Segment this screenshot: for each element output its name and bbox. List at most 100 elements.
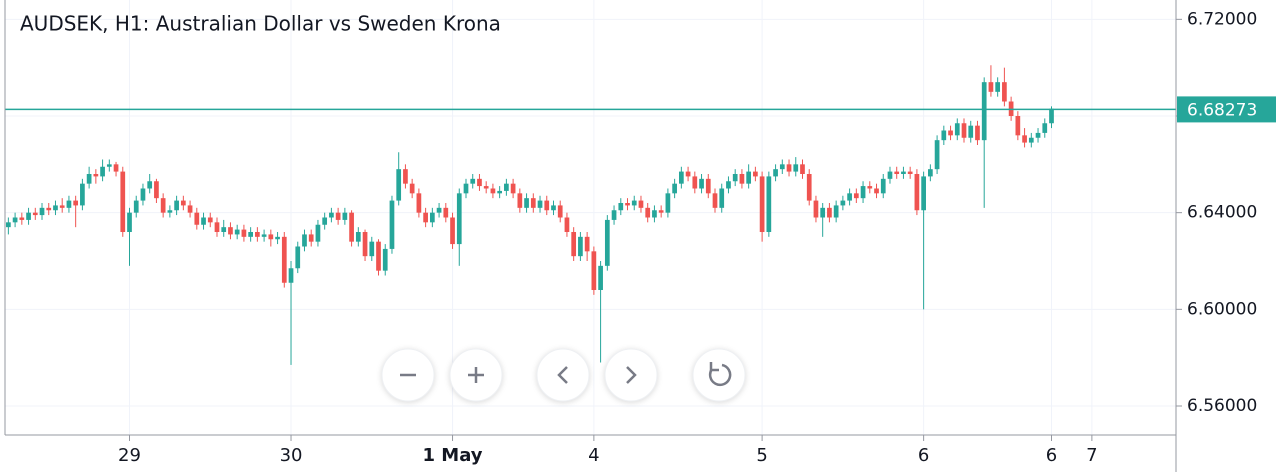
candle-body xyxy=(443,207,449,218)
candle-body xyxy=(504,183,509,191)
candle-body xyxy=(133,200,139,213)
scroll-right-button[interactable] xyxy=(604,348,658,402)
candle-body xyxy=(645,207,651,218)
candle-body xyxy=(1002,82,1007,102)
candle-body xyxy=(726,181,731,189)
candle-body xyxy=(806,174,812,201)
candle-body xyxy=(584,236,590,252)
candle-body xyxy=(699,178,704,189)
candle-body xyxy=(46,207,52,211)
candle-body xyxy=(981,82,987,141)
candle-body xyxy=(813,200,819,218)
x-tick-label: 5 xyxy=(756,445,767,466)
candle-body xyxy=(1035,132,1041,138)
candle-body xyxy=(490,188,496,194)
candle-body xyxy=(255,232,260,237)
candle-body xyxy=(759,176,765,232)
candle-body xyxy=(234,229,240,235)
candle-body xyxy=(739,174,745,184)
candle-body xyxy=(127,212,132,232)
candle-body xyxy=(470,178,476,184)
candle-body xyxy=(934,140,940,170)
candle-body xyxy=(800,164,805,174)
candle-body xyxy=(66,200,72,208)
scroll-left-button[interactable] xyxy=(536,348,590,402)
candle-body xyxy=(288,268,294,283)
candle-body xyxy=(618,203,624,211)
candle-body xyxy=(281,236,287,283)
x-tick-label: 4 xyxy=(588,445,599,466)
candle-body xyxy=(551,205,556,211)
candle-body xyxy=(456,193,462,245)
candle-body xyxy=(308,234,314,242)
zoom-in-button[interactable] xyxy=(449,348,503,402)
last-price-label: 6.68273 xyxy=(1187,100,1257,120)
candle-body xyxy=(59,205,65,208)
candle-body xyxy=(948,130,953,136)
candle-body xyxy=(954,123,960,136)
candle-body xyxy=(261,234,267,237)
candle-body xyxy=(578,236,583,257)
candle-body xyxy=(342,212,348,220)
candle-body xyxy=(396,169,402,201)
candle-body xyxy=(53,205,58,211)
candle-body xyxy=(719,188,725,208)
candle-body xyxy=(1022,135,1027,143)
reset-button[interactable] xyxy=(692,348,746,402)
candle-body xyxy=(652,210,657,218)
candle-body xyxy=(1042,123,1048,133)
x-tick-label: 30 xyxy=(280,445,303,466)
candle-body xyxy=(382,248,388,271)
candle-body xyxy=(497,190,503,194)
candle-body xyxy=(894,171,900,174)
candle-body xyxy=(180,200,186,206)
candle-body xyxy=(625,203,630,206)
x-tick-label: 1 May xyxy=(423,445,483,466)
candle-body xyxy=(362,232,368,257)
candle-body xyxy=(921,176,926,211)
candle-body xyxy=(19,217,25,220)
candle-body xyxy=(860,186,866,199)
x-tick-label: 6 xyxy=(918,445,929,466)
candle-body xyxy=(1028,137,1034,143)
candle-body xyxy=(746,171,752,184)
candle-body xyxy=(571,232,577,257)
candle-body xyxy=(100,166,105,177)
candle-body xyxy=(995,82,1001,92)
candle-body xyxy=(530,198,536,208)
candle-body xyxy=(329,212,334,218)
candle-body xyxy=(557,205,563,218)
candle-body xyxy=(275,236,280,240)
candle-body xyxy=(463,183,469,194)
candle-body xyxy=(786,164,792,172)
candle-body xyxy=(665,193,671,213)
x-tick-label: 6 xyxy=(1046,445,1057,466)
candle-body xyxy=(732,174,738,182)
candle-body xyxy=(349,212,354,242)
candle-body xyxy=(241,229,247,237)
candle-body xyxy=(12,217,18,223)
candle-body xyxy=(268,234,274,240)
candle-body xyxy=(524,198,529,208)
candle-body xyxy=(968,125,974,138)
candles xyxy=(5,65,1176,365)
candle-body xyxy=(409,183,415,194)
zoom-controls xyxy=(381,348,746,402)
candle-body xyxy=(315,224,321,242)
x-tick-label: 29 xyxy=(118,445,141,466)
candle-body xyxy=(928,169,933,177)
zoom-out-button[interactable] xyxy=(381,348,435,402)
candle-body xyxy=(773,169,778,177)
x-tick-label: 7 xyxy=(1086,445,1097,466)
candle-body xyxy=(598,265,603,290)
candle-body xyxy=(6,222,11,228)
candle-body xyxy=(631,200,637,206)
candle-body xyxy=(591,251,597,290)
candle-body xyxy=(853,193,859,199)
candle-body xyxy=(847,193,852,201)
candle-body xyxy=(93,174,99,177)
candle-body xyxy=(167,210,173,213)
candle-body xyxy=(517,193,523,208)
candle-body xyxy=(880,178,886,194)
